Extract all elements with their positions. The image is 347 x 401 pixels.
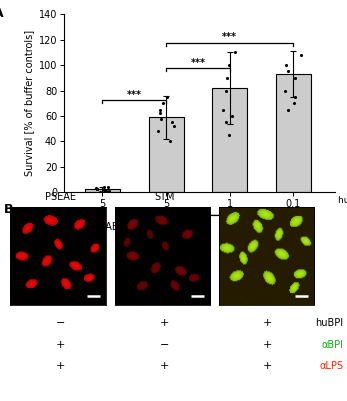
Bar (212, 88, 247, 192)
Point (160, 100, 166, 106)
Text: +: + (160, 361, 170, 371)
Text: huBPI: huBPI (315, 318, 344, 328)
Text: −: − (56, 318, 66, 328)
Y-axis label: Survival [% of buffer controls]: Survival [% of buffer controls] (25, 30, 35, 176)
Text: ***: *** (222, 32, 237, 43)
Text: +: + (262, 361, 272, 371)
Point (158, 115, 164, 122)
Bar (149, 117, 184, 192)
Point (232, 49, 238, 55)
Text: +: + (262, 340, 272, 350)
Point (293, 75, 298, 81)
Point (285, 106, 291, 113)
Text: STM: STM (220, 222, 240, 232)
Text: A: A (0, 7, 3, 20)
Text: +: + (160, 318, 170, 328)
Point (225, 75, 230, 81)
Text: B: B (3, 203, 13, 215)
Text: huBPI [µg/mL]: huBPI [µg/mL] (338, 196, 347, 205)
Point (93, 185, 99, 191)
Text: ***: *** (127, 90, 142, 100)
Bar (276, 74, 311, 192)
Text: ***: *** (191, 58, 205, 68)
Point (292, 94, 298, 100)
Point (101, 184, 107, 190)
Text: STM: STM (154, 192, 175, 202)
Text: αBPI: αBPI (322, 340, 344, 350)
Point (282, 87, 288, 94)
Point (221, 106, 226, 113)
Point (285, 68, 290, 75)
Text: αLPS: αLPS (320, 361, 344, 371)
Point (226, 62, 232, 68)
Point (164, 94, 169, 100)
Text: +: + (56, 340, 66, 350)
Text: −: − (160, 340, 170, 350)
Text: +: + (56, 361, 66, 371)
Point (101, 187, 107, 193)
Point (94, 185, 100, 192)
Point (226, 132, 231, 138)
Point (229, 113, 235, 119)
Point (105, 184, 111, 190)
Point (223, 87, 229, 94)
Text: PSEAE: PSEAE (45, 192, 76, 202)
Text: +: + (262, 318, 272, 328)
Point (98, 189, 103, 195)
Point (107, 188, 112, 194)
Text: PSEAE: PSEAE (87, 222, 118, 232)
Point (158, 106, 163, 113)
Point (158, 110, 163, 117)
Point (169, 119, 175, 126)
Point (167, 138, 172, 145)
Bar (85, 189, 120, 192)
Point (223, 119, 229, 126)
Point (299, 52, 304, 58)
Point (155, 128, 160, 134)
Point (291, 100, 296, 106)
Point (103, 188, 109, 194)
Point (172, 123, 177, 130)
Point (94, 186, 100, 192)
Point (283, 62, 288, 68)
